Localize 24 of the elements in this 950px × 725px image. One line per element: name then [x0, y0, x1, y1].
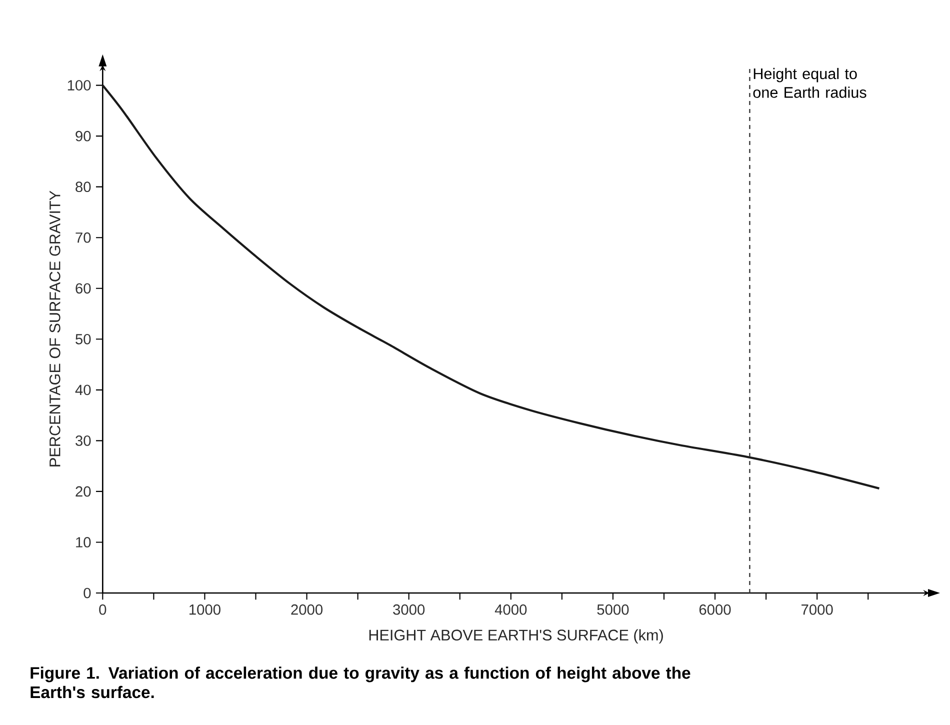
ref-line-label: Height equal to one Earth radius [753, 68, 866, 98]
y-tick-label: 30 [76, 436, 91, 446]
x-tick-label: 6000 [699, 604, 731, 615]
y-tick-label: 70 [76, 232, 91, 243]
y-tick-label: 10 [76, 537, 91, 548]
y-tick-label: 80 [76, 182, 91, 192]
y-tick-label: 20 [76, 486, 91, 497]
x-axis-title: HEIGHT ABOVE EARTH'S SURFACE (km) [369, 629, 663, 644]
x-tick-label: 2000 [291, 604, 322, 615]
y-tick-label: 60 [76, 283, 91, 294]
y-tick-label: 90 [76, 130, 91, 142]
text: Figure 1. Variation of acceleration due to gravity as a function of height above the Earth's surface. [30, 666, 690, 698]
y-tick-label: 50 [76, 334, 91, 344]
x-tick-label: 7000 [802, 604, 833, 615]
x-tick-label: 0 [99, 604, 106, 615]
y-tick-label: 40 [75, 384, 91, 396]
x-tick-label: 3000 [393, 604, 425, 615]
x-tick-label: 5000 [597, 604, 629, 615]
y-tick-label: 100 [68, 80, 91, 90]
x-tick-label: 1000 [190, 604, 220, 615]
y-axis-title: PERCENTAGE OF SURFACE GRAVITY [49, 190, 60, 466]
line-series [102, 84, 880, 490]
x-tick-label: 4000 [494, 604, 527, 615]
y-tick-label: 0 [84, 588, 91, 598]
